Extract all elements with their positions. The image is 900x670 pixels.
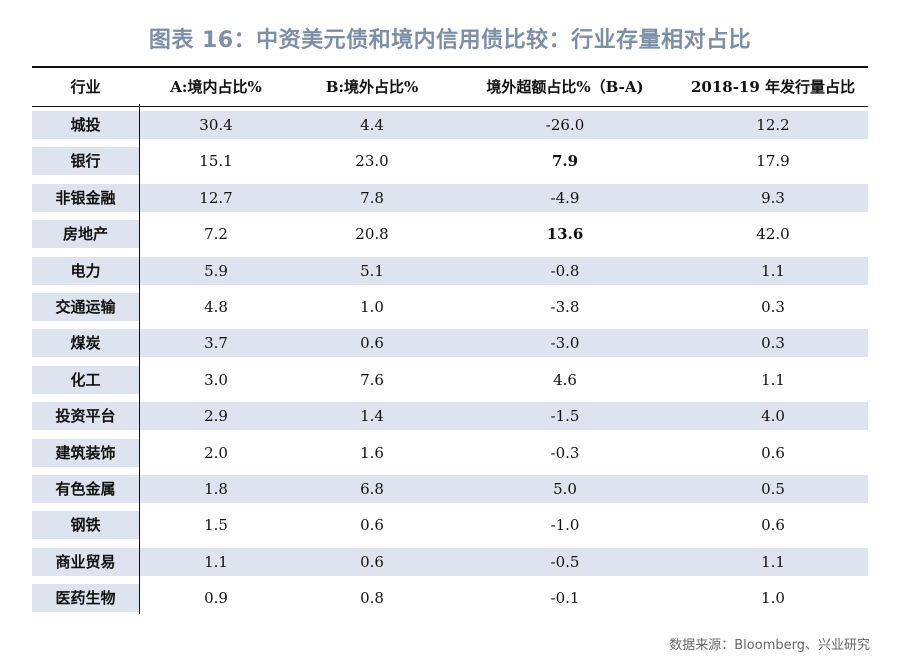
issuance-share-cell: 0.6 — [761, 443, 785, 462]
table-row: 医药生物 0.9 0.8 -0.1 1.0 — [32, 580, 868, 616]
data-table: 行业 A:境内占比% B:境外占比% 境外超额占比%（B-A) 2018-19 … — [32, 66, 868, 616]
domestic-share-cell: 1.8 — [140, 474, 292, 503]
table-row: 商业贸易 1.1 0.6 -0.5 1.1 — [32, 544, 868, 580]
issuance-share-cell: 0.3 — [761, 297, 785, 316]
offshore-share-cell: 0.8 — [360, 589, 384, 608]
domestic-share-cell: 15.1 — [199, 152, 233, 171]
table-row: 化工 3.0 7.6 4.6 1.1 — [32, 362, 868, 398]
issuance-share-cell: 12.2 — [678, 111, 868, 139]
issuance-share-cell: 0.5 — [678, 474, 868, 503]
issuance-share-cell: 1.1 — [678, 256, 868, 285]
table-row: 煤炭 3.7 0.6 -3.0 0.3 — [32, 325, 868, 361]
excess-share-cell: -1.0 — [550, 516, 580, 535]
excess-share-cell: -26.0 — [452, 111, 678, 139]
table-row: 非银金融 12.7 7.8 -4.9 9.3 — [32, 180, 868, 216]
table-row: 投资平台 2.9 1.4 -1.5 4.0 — [32, 398, 868, 434]
offshore-share-cell: 6.8 — [292, 474, 452, 503]
excess-share-cell: -4.9 — [452, 183, 678, 212]
table-row: 有色金属 1.8 6.8 5.0 0.5 — [32, 471, 868, 507]
industry-cell: 城投 — [32, 111, 139, 139]
table-body: 城投 30.4 4.4 -26.0 12.2 银行 15.1 23.0 7.9 17.9 非银金融 1… — [32, 107, 868, 616]
offshore-share-cell: 1.0 — [360, 297, 384, 316]
domestic-share-cell: 1.5 — [204, 516, 228, 535]
issuance-share-cell: 9.3 — [678, 183, 868, 212]
table-row: 建筑装饰 2.0 1.6 -0.3 0.6 — [32, 435, 868, 471]
offshore-share-cell: 0.6 — [292, 329, 452, 358]
industry-cell: 电力 — [32, 256, 139, 285]
domestic-share-cell: 0.9 — [204, 589, 228, 608]
offshore-share-cell: 7.8 — [292, 183, 452, 212]
issuance-share-cell: 1.1 — [761, 370, 785, 389]
offshore-share-cell: 5.1 — [292, 256, 452, 285]
offshore-share-cell: 0.6 — [360, 516, 384, 535]
industry-cell: 银行 — [32, 147, 139, 176]
domestic-share-cell: 2.0 — [204, 443, 228, 462]
header-industry: 行业 — [70, 78, 101, 96]
domestic-share-cell: 3.7 — [140, 329, 292, 358]
column-divider — [139, 104, 140, 614]
table-row: 城投 30.4 4.4 -26.0 12.2 — [32, 107, 868, 143]
offshore-share-cell: 20.8 — [355, 225, 389, 244]
excess-share-cell: -3.8 — [550, 297, 580, 316]
industry-cell: 化工 — [32, 365, 139, 394]
issuance-share-cell: 42.0 — [756, 225, 790, 244]
domestic-share-cell: 30.4 — [140, 111, 292, 139]
header-excess-share: 境外超额占比%（B-A) — [486, 78, 644, 96]
header-offshore-share: B:境外占比% — [325, 78, 419, 96]
issuance-share-cell: 1.1 — [678, 547, 868, 576]
issuance-share-cell: 17.9 — [756, 152, 790, 171]
excess-share-cell: -0.5 — [452, 547, 678, 576]
excess-share-cell: -3.0 — [452, 329, 678, 358]
issuance-share-cell: 4.0 — [678, 402, 868, 431]
excess-share-cell: -0.1 — [550, 589, 580, 608]
domestic-share-cell: 1.1 — [140, 547, 292, 576]
industry-cell: 非银金融 — [32, 183, 139, 212]
industry-cell: 医药生物 — [32, 584, 139, 613]
industry-cell: 煤炭 — [32, 329, 139, 358]
excess-share-cell: -1.5 — [452, 402, 678, 431]
table-row: 银行 15.1 23.0 7.9 17.9 — [32, 143, 868, 179]
source-note: 数据来源：Bloomberg、兴业研究 — [669, 638, 870, 653]
industry-cell: 建筑装饰 — [32, 438, 139, 467]
issuance-share-cell: 0.3 — [678, 329, 868, 358]
industry-cell: 投资平台 — [32, 402, 139, 431]
industry-cell: 交通运输 — [32, 292, 139, 321]
excess-share-cell: 4.6 — [553, 370, 577, 389]
offshore-share-cell: 4.4 — [292, 111, 452, 139]
domestic-share-cell: 5.9 — [140, 256, 292, 285]
issuance-share-cell: 0.6 — [761, 516, 785, 535]
offshore-share-cell: 1.6 — [360, 443, 384, 462]
domestic-share-cell: 12.7 — [140, 183, 292, 212]
table-header: 行业 A:境内占比% B:境外占比% 境外超额占比%（B-A) 2018-19 … — [32, 66, 868, 107]
excess-share-cell: 13.6 — [546, 225, 584, 244]
table-row: 钢铁 1.5 0.6 -1.0 0.6 — [32, 507, 868, 543]
header-domestic-share: A:境内占比% — [170, 78, 262, 96]
domestic-share-cell: 3.0 — [204, 370, 228, 389]
header-issuance-share: 2018-19 年发行量占比 — [690, 78, 856, 96]
industry-cell: 有色金属 — [32, 474, 139, 503]
domestic-share-cell: 4.8 — [204, 297, 228, 316]
excess-share-cell: 7.9 — [551, 152, 579, 171]
domestic-share-cell: 2.9 — [140, 402, 292, 431]
table-row: 电力 5.9 5.1 -0.8 1.1 — [32, 253, 868, 289]
industry-cell: 房地产 — [32, 220, 139, 249]
offshore-share-cell: 7.6 — [360, 370, 384, 389]
table-row: 交通运输 4.8 1.0 -3.8 0.3 — [32, 289, 868, 325]
chart-title: 图表 16：中资美元债和境内信用债比较：行业存量相对占比 — [148, 28, 752, 53]
excess-share-cell: -0.8 — [452, 256, 678, 285]
issuance-share-cell: 1.0 — [761, 589, 785, 608]
offshore-share-cell: 1.4 — [292, 402, 452, 431]
domestic-share-cell: 7.2 — [204, 225, 228, 244]
offshore-share-cell: 23.0 — [355, 152, 389, 171]
excess-share-cell: -0.3 — [550, 443, 580, 462]
industry-cell: 钢铁 — [32, 511, 139, 540]
excess-share-cell: 5.0 — [452, 474, 678, 503]
table-row: 房地产 7.2 20.8 13.6 42.0 — [32, 216, 868, 252]
offshore-share-cell: 0.6 — [292, 547, 452, 576]
industry-cell: 商业贸易 — [32, 547, 139, 576]
